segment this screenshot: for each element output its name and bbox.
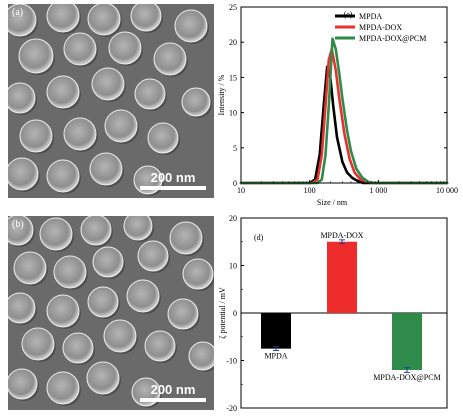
nanoparticle-a — [181, 87, 211, 117]
nanoparticle-b — [80, 216, 112, 246]
series-line-mpda-dox — [239, 47, 449, 185]
scale-bar-line-b — [140, 398, 206, 402]
y-tick-label: -20 — [226, 404, 237, 413]
x-axis-label: Size / nm — [317, 198, 348, 207]
scale-bar-label-a: 200 nm — [150, 170, 196, 185]
nanoparticle-a — [134, 78, 166, 110]
nanoparticle-a — [46, 4, 80, 33]
y-tick-label: 5 — [233, 144, 237, 153]
x-tick-label: 1 000 — [369, 186, 387, 195]
scale-bar-b: 200 nm — [140, 382, 206, 402]
bar-category-label: MPDA-DOX — [320, 231, 363, 240]
nanoparticle-b — [39, 217, 73, 251]
nanoparticle-a — [63, 32, 97, 66]
y-axis-label: Intensity / % — [217, 74, 226, 115]
sem-image-b: (b) 200 nm — [8, 216, 214, 410]
nanoparticle-b — [123, 216, 153, 241]
nanoparticle-a — [89, 152, 123, 186]
legend-label: MPDA — [359, 12, 382, 21]
nanoparticle-b — [182, 258, 214, 290]
bar-mpda-dox-pcm — [392, 313, 422, 370]
nanoparticle-b — [144, 330, 176, 362]
nanoparticle-a — [8, 82, 36, 114]
panel-label-b: (b) — [12, 219, 24, 230]
nanoparticle-a — [63, 117, 97, 151]
nanoparticle-b — [86, 361, 120, 395]
series-line-mpda — [239, 65, 449, 185]
sem-micrograph-a — [8, 4, 214, 198]
nanoparticle-a — [130, 4, 162, 32]
nanoparticle-b — [46, 294, 80, 328]
panel-label-a: (a) — [12, 7, 24, 18]
nanoparticle-b — [8, 368, 38, 400]
nanoparticle-b — [62, 332, 94, 364]
series-line-mpda-dox-pcm — [239, 37, 449, 185]
nanoparticle-a — [46, 75, 80, 109]
y-tick-label: 20 — [229, 38, 237, 47]
y-tick-label: -10 — [226, 357, 237, 366]
nanoparticle-a — [174, 9, 208, 43]
x-tick-label: 10 — [237, 186, 245, 195]
nanoparticle-b — [137, 240, 169, 272]
nanoparticle-a — [91, 67, 125, 101]
x-tick-label: 10 000 — [436, 186, 458, 195]
nanoparticle-b — [169, 221, 203, 255]
y-tick-label: 10 — [229, 262, 237, 271]
nanoparticle-b — [53, 255, 87, 289]
sem-micrograph-b — [8, 216, 214, 410]
y-tick-label: 0 — [233, 309, 237, 318]
nanoparticle-a — [87, 4, 121, 36]
panel-label-d: (d) — [254, 233, 264, 242]
nanoparticle-a — [8, 157, 39, 191]
sem-image-a: (a) 200 nm — [8, 4, 214, 198]
bar-category-label: MPDA — [264, 352, 287, 361]
nanoparticle-a — [104, 109, 138, 143]
nanoparticle-a — [153, 42, 187, 76]
nanoparticle-a — [147, 122, 179, 154]
nanoparticle-b — [8, 292, 36, 324]
nanoparticle-b — [92, 246, 124, 278]
nanoparticle-a — [108, 31, 142, 65]
x-tick-label: 100 — [304, 186, 316, 195]
nanoparticle-b — [103, 319, 137, 353]
y-tick-label: 10 — [229, 109, 237, 118]
y-tick-label: 25 — [229, 3, 237, 12]
nanoparticle-a — [19, 119, 53, 153]
bar-mpda-dox — [327, 241, 357, 313]
nanoparticle-a — [18, 38, 54, 74]
nanoparticle-b — [46, 371, 80, 405]
scale-bar-a: 200 nm — [140, 170, 206, 190]
nanoparticle-b — [188, 341, 214, 371]
nanoparticle-b — [87, 286, 119, 318]
scale-bar-label-b: 200 nm — [150, 382, 196, 397]
legend-label: MPDA-DOX@PCM — [359, 34, 426, 43]
bar-category-label: MPDA-DOX@PCM — [373, 373, 440, 382]
nanoparticle-a — [8, 4, 37, 37]
plot-frame — [240, 6, 448, 184]
y-tick-label: 0 — [233, 179, 237, 188]
y-axis-label: ζ potential / mV — [218, 287, 227, 339]
bar-mpda — [261, 313, 291, 349]
scale-bar-line-a — [140, 186, 206, 190]
nanoparticle-a — [46, 159, 80, 193]
nanoparticle-b — [21, 327, 55, 361]
y-tick-label: 15 — [229, 73, 237, 82]
nanoparticle-b — [13, 251, 47, 285]
legend-label: MPDA-DOX — [359, 23, 402, 32]
nanoparticle-b — [167, 298, 199, 330]
chart-zeta-potential: MPDA MPDA-DOX MPDA-DOX@PCM -20 -10 0 10 20 (d) ζ … — [218, 214, 448, 413]
nanoparticle-b — [8, 216, 34, 246]
nanoparticle-b — [126, 279, 160, 313]
y-tick-label: 20 — [229, 214, 237, 223]
